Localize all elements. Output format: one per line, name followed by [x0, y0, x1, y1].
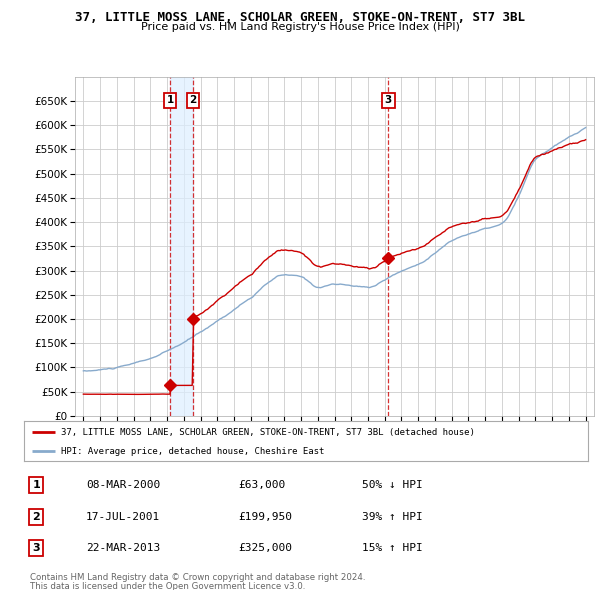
Text: 37, LITTLE MOSS LANE, SCHOLAR GREEN, STOKE-ON-TRENT, ST7 3BL: 37, LITTLE MOSS LANE, SCHOLAR GREEN, STO… — [75, 11, 525, 24]
Text: 37, LITTLE MOSS LANE, SCHOLAR GREEN, STOKE-ON-TRENT, ST7 3BL (detached house): 37, LITTLE MOSS LANE, SCHOLAR GREEN, STO… — [61, 428, 475, 437]
Text: HPI: Average price, detached house, Cheshire East: HPI: Average price, detached house, Ches… — [61, 447, 324, 456]
Text: 3: 3 — [385, 96, 392, 106]
Text: 17-JUL-2001: 17-JUL-2001 — [86, 512, 160, 522]
Bar — [170, 77, 193, 416]
Text: Contains HM Land Registry data © Crown copyright and database right 2024.: Contains HM Land Registry data © Crown c… — [30, 573, 365, 582]
Text: 1: 1 — [32, 480, 40, 490]
Text: 3: 3 — [32, 543, 40, 553]
Text: 08-MAR-2000: 08-MAR-2000 — [86, 480, 160, 490]
Text: 39% ↑ HPI: 39% ↑ HPI — [362, 512, 423, 522]
Text: 50% ↓ HPI: 50% ↓ HPI — [362, 480, 423, 490]
Text: 2: 2 — [189, 96, 196, 106]
Text: £63,000: £63,000 — [238, 480, 286, 490]
Text: £325,000: £325,000 — [238, 543, 292, 553]
Text: 22-MAR-2013: 22-MAR-2013 — [86, 543, 160, 553]
Text: 2: 2 — [32, 512, 40, 522]
Text: £199,950: £199,950 — [238, 512, 292, 522]
Text: 1: 1 — [167, 96, 174, 106]
Text: 15% ↑ HPI: 15% ↑ HPI — [362, 543, 423, 553]
Text: This data is licensed under the Open Government Licence v3.0.: This data is licensed under the Open Gov… — [30, 582, 305, 590]
Text: Price paid vs. HM Land Registry's House Price Index (HPI): Price paid vs. HM Land Registry's House … — [140, 22, 460, 32]
